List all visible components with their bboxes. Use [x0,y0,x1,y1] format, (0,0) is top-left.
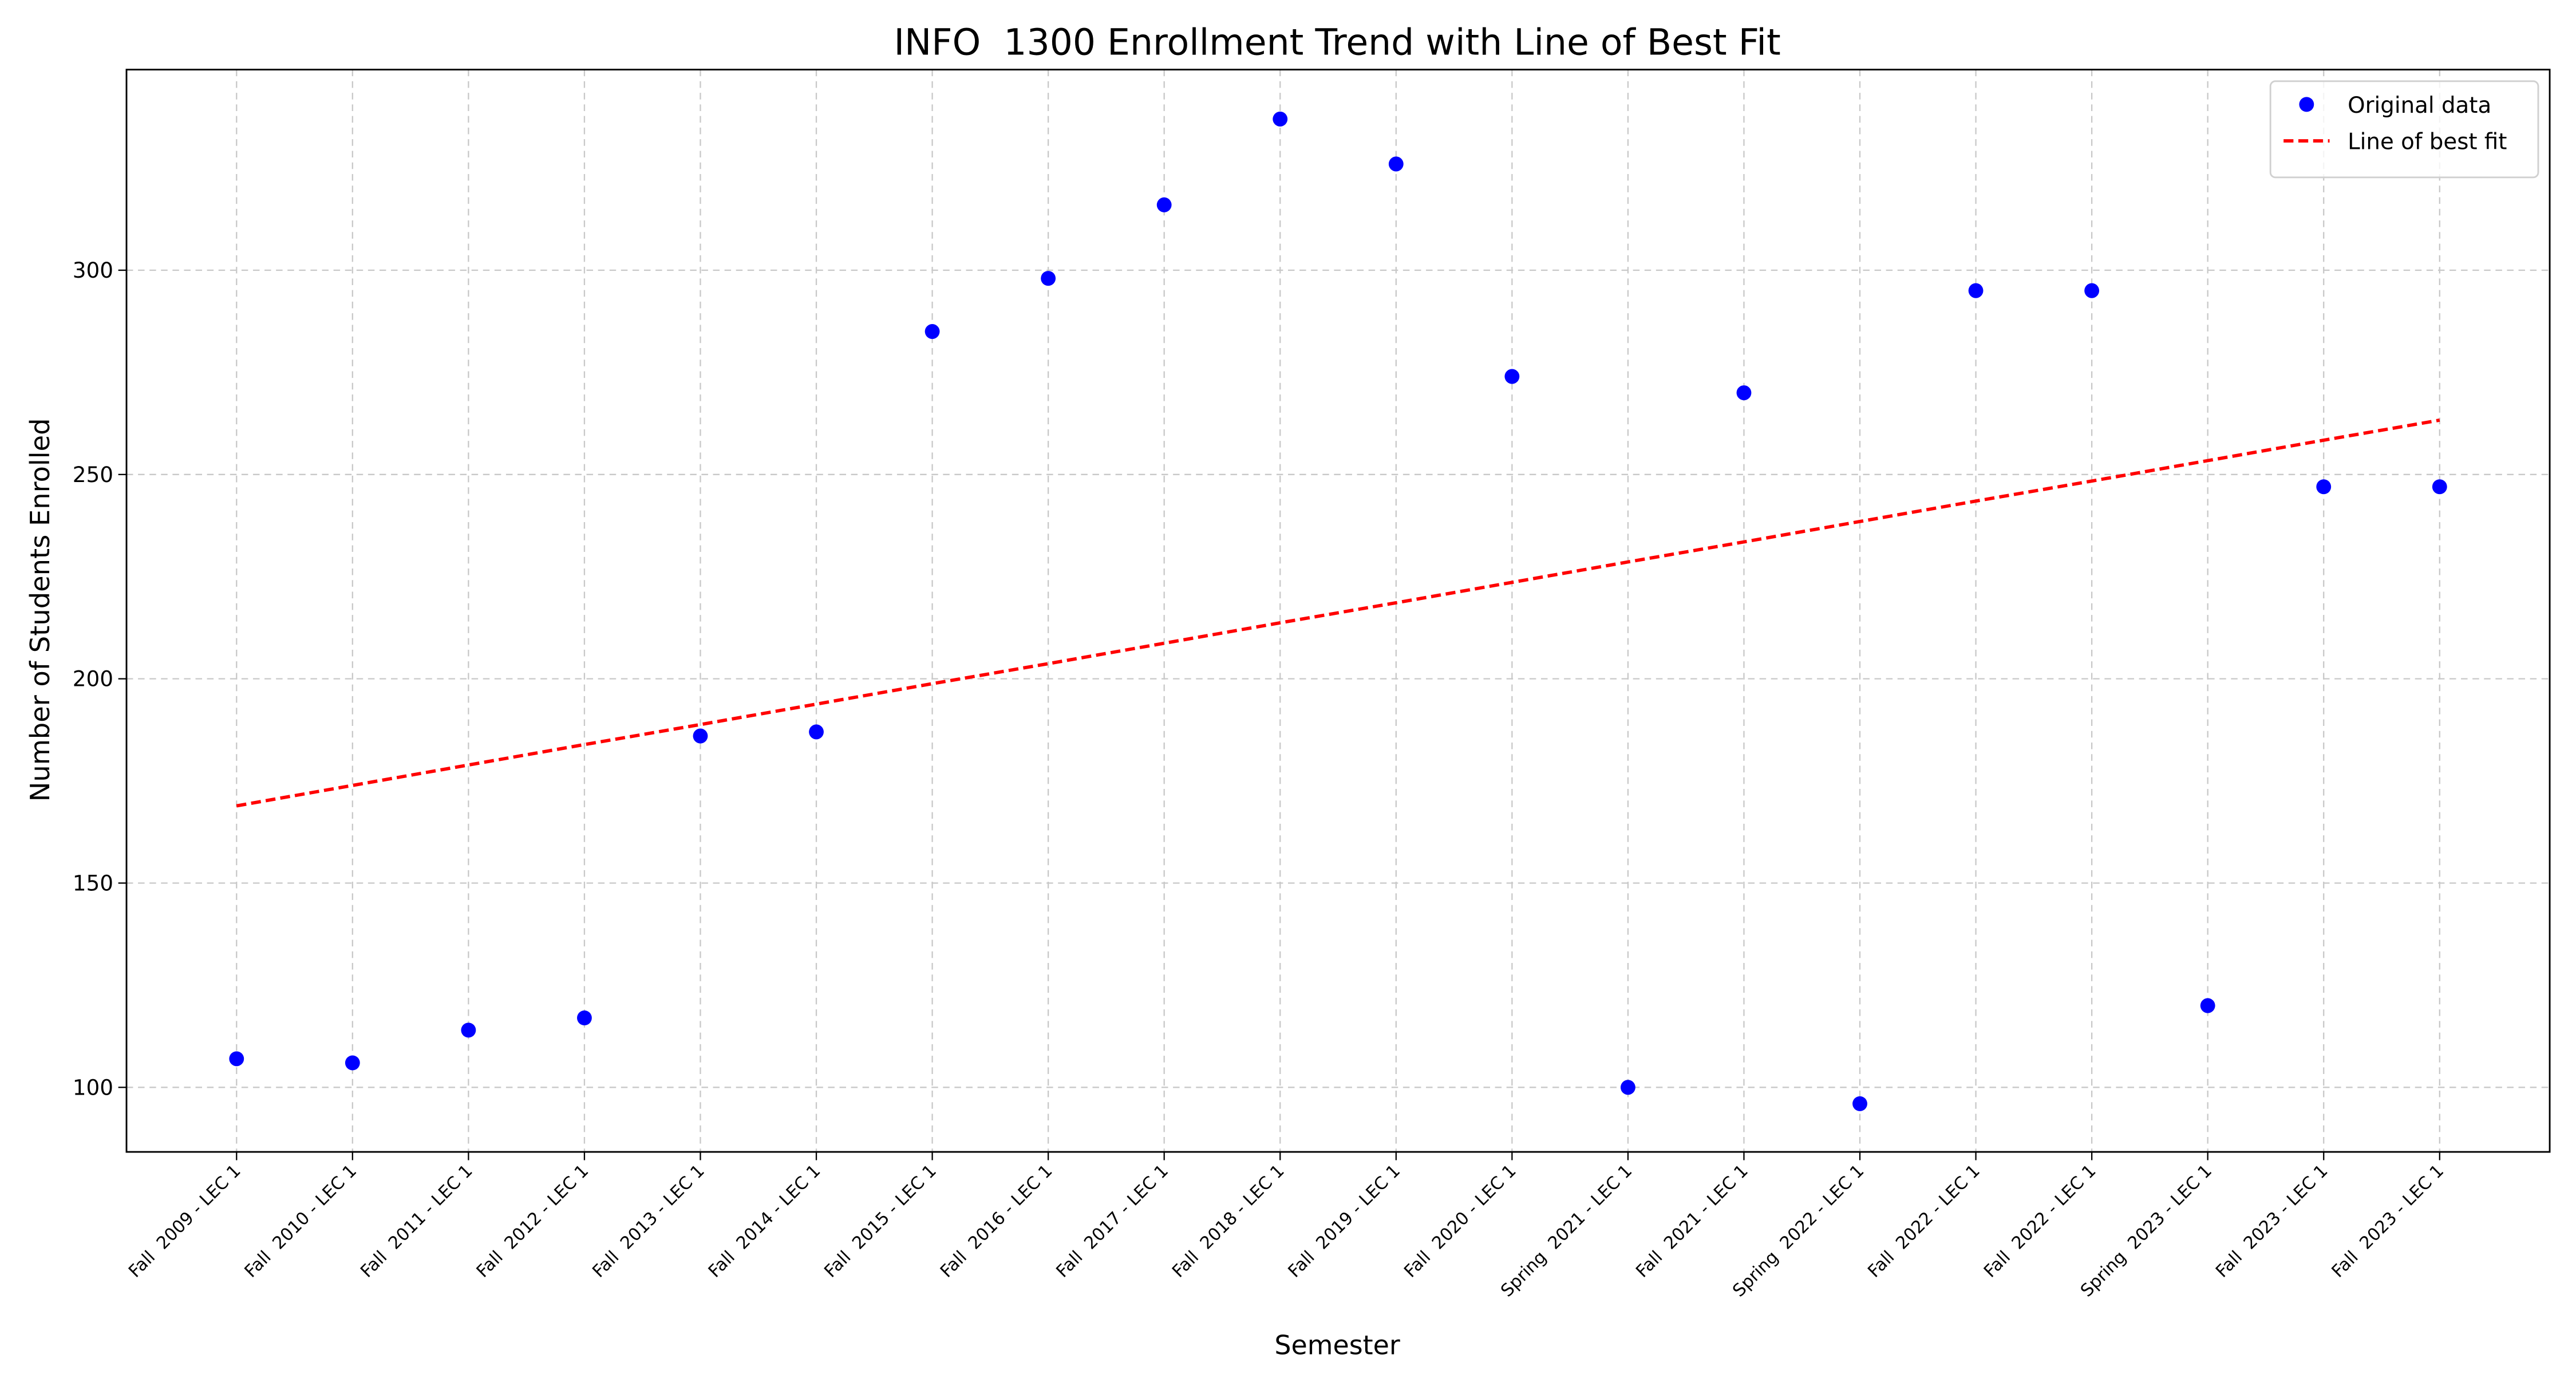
data-point [1156,197,1172,212]
data-point [1968,283,1984,298]
x-tick-label: Fall 2017 - LEC 1 [1053,1161,1172,1282]
data-point [345,1055,360,1071]
y-tick-label: 200 [73,666,113,692]
x-tick-label: Spring 2023 - LEC 1 [2077,1161,2216,1301]
x-tick-label: Fall 2018 - LEC 1 [1168,1161,1288,1282]
x-tick-label: Fall 2023 - LEC 1 [2212,1161,2332,1282]
data-point [2200,998,2215,1013]
x-tick-label: Fall 2014 - LEC 1 [705,1161,824,1282]
x-tick-label: Fall 2022 - LEC 1 [1864,1161,1984,1282]
data-point [229,1051,244,1067]
data-point [2316,479,2332,495]
x-tick-label: Spring 2022 - LEC 1 [1729,1161,1868,1301]
x-tick-label: Fall 2016 - LEC 1 [937,1161,1056,1282]
y-tick-label: 100 [73,1075,113,1100]
x-tick-label: Fall 2023 - LEC 1 [2328,1161,2448,1282]
data-point [693,728,708,744]
legend-label: Line of best fit [2348,129,2507,155]
x-tick-label: Fall 2022 - LEC 1 [1980,1161,2100,1282]
data-point [1621,1080,1635,1095]
y-tick-label: 300 [73,258,113,283]
x-axis-label: Semester [1274,1329,1400,1360]
x-tick-label: Fall 2011 - LEC 1 [357,1161,476,1282]
x-tick-label: Fall 2009 - LEC 1 [125,1161,244,1282]
fit-line [236,418,2440,808]
data-point [1504,369,1520,384]
y-tick-label: 250 [73,462,113,487]
chart-title: INFO 1300 Enrollment Trend with Line of … [894,21,1780,63]
data-point [461,1022,476,1038]
x-tick-label: Fall 2013 - LEC 1 [588,1161,708,1282]
data-point [1041,271,1056,286]
x-tick-label: Fall 2010 - LEC 1 [241,1161,361,1282]
x-tick-label: Fall 2020 - LEC 1 [1400,1161,1520,1282]
x-tick-label: Spring 2021 - LEC 1 [1497,1161,1636,1301]
data-point [577,1010,592,1026]
legend-marker [2299,97,2314,112]
x-tick-label: Fall 2019 - LEC 1 [1285,1161,1404,1282]
x-tick-label: Fall 2021 - LEC 1 [1632,1161,1752,1282]
data-point [2432,479,2447,495]
data-point [2084,283,2100,298]
data-point [1852,1096,1867,1111]
x-tick-label: Fall 2012 - LEC 1 [473,1161,592,1282]
plot-frame [125,69,2551,1153]
data-point [1273,111,1288,127]
data-point [1736,385,1752,401]
data-point [1388,156,1404,172]
x-tick-label: Fall 2015 - LEC 1 [821,1161,941,1282]
data-point [924,324,940,339]
legend-label: Original data [2348,93,2491,119]
data-point [809,724,824,740]
y-tick-label: 150 [73,870,113,895]
y-axis-label: Number of Students Enrolled [25,418,56,802]
legend-box [2269,80,2539,179]
